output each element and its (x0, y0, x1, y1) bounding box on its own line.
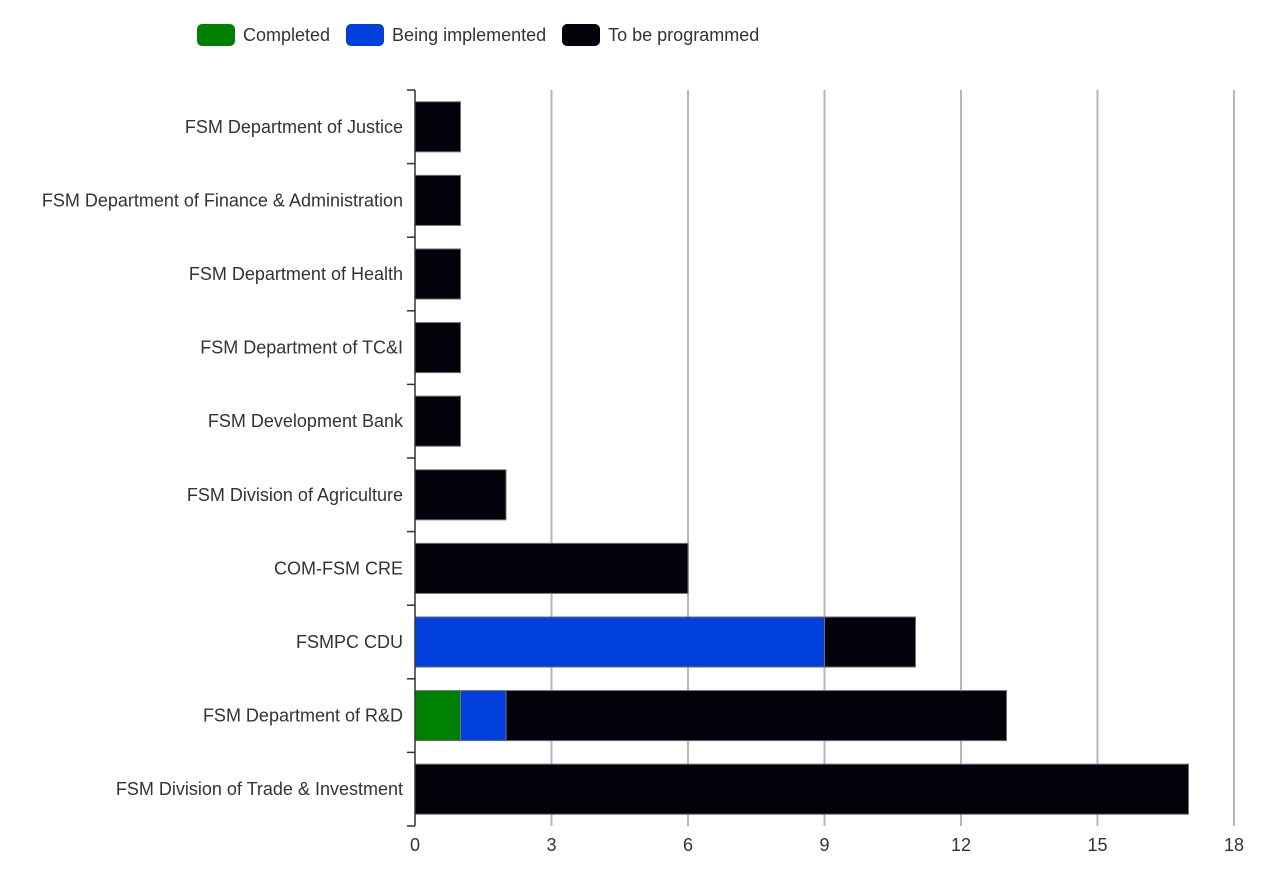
bar-segment-to-be-programmed[interactable] (414, 395, 461, 447)
legend-item-to-be-programmed[interactable]: To be programmed (562, 24, 759, 46)
legend-swatch-being-implemented (346, 24, 385, 46)
bar-segment-to-be-programmed[interactable] (414, 248, 461, 300)
x-tick-label: 3 (546, 835, 556, 855)
legend-swatch-completed (197, 24, 235, 46)
bar-segment-being-implemented[interactable] (414, 616, 825, 668)
y-category-label: FSM Department of Finance & Administrati… (42, 190, 403, 210)
y-category-label: FSM Development Bank (208, 411, 404, 431)
bar-segment-to-be-programmed[interactable] (414, 542, 689, 594)
x-tick-label: 15 (1087, 835, 1107, 855)
y-category-label: FSM Division of Trade & Investment (116, 779, 403, 799)
bar-segment-to-be-programmed[interactable] (414, 763, 1189, 815)
y-category-label: COM-FSM CRE (274, 558, 403, 578)
bar-segment-to-be-programmed[interactable] (414, 174, 461, 226)
bar-segment-to-be-programmed[interactable] (505, 690, 1007, 742)
x-tick-label: 9 (819, 835, 829, 855)
bar-segment-to-be-programmed[interactable] (414, 469, 507, 521)
y-category-label: FSM Department of Justice (185, 117, 403, 137)
y-category-label: FSM Department of Health (189, 264, 403, 284)
legend-label: Completed (243, 24, 331, 45)
x-tick-labels: 0 3 6 9 12 15 18 (410, 835, 1244, 855)
legend-item-completed[interactable]: Completed (197, 24, 330, 46)
bar-segment-to-be-programmed[interactable] (414, 322, 461, 374)
bar-segment-being-implemented[interactable] (460, 690, 507, 742)
x-tick-label: 18 (1224, 835, 1244, 855)
legend-label: To be programmed (608, 24, 760, 45)
x-tick-label: 0 (410, 835, 420, 855)
y-category-label: FSM Division of Agriculture (187, 485, 403, 505)
y-category-label: FSM Department of TC&I (200, 338, 403, 358)
legend-item-being-implemented[interactable]: Being implemented (346, 24, 546, 46)
bar-segment-to-be-programmed[interactable] (824, 616, 916, 668)
y-category-labels: FSM Department of Justice FSM Department … (42, 117, 404, 799)
bar-segment-completed[interactable] (414, 690, 461, 742)
x-tick-label: 6 (683, 835, 693, 855)
legend-swatch-to-be-programmed (562, 24, 601, 46)
axes (407, 89, 416, 827)
legend-label: Being implemented (392, 24, 547, 45)
bar-segment-to-be-programmed[interactable] (414, 101, 461, 153)
y-category-label: FSM Department of R&D (203, 706, 403, 726)
y-category-label: FSMPC CDU (296, 632, 403, 652)
x-tick-label: 12 (951, 835, 971, 855)
bars (414, 101, 1189, 815)
legend: Completed Being implemented To be progra… (197, 24, 775, 46)
